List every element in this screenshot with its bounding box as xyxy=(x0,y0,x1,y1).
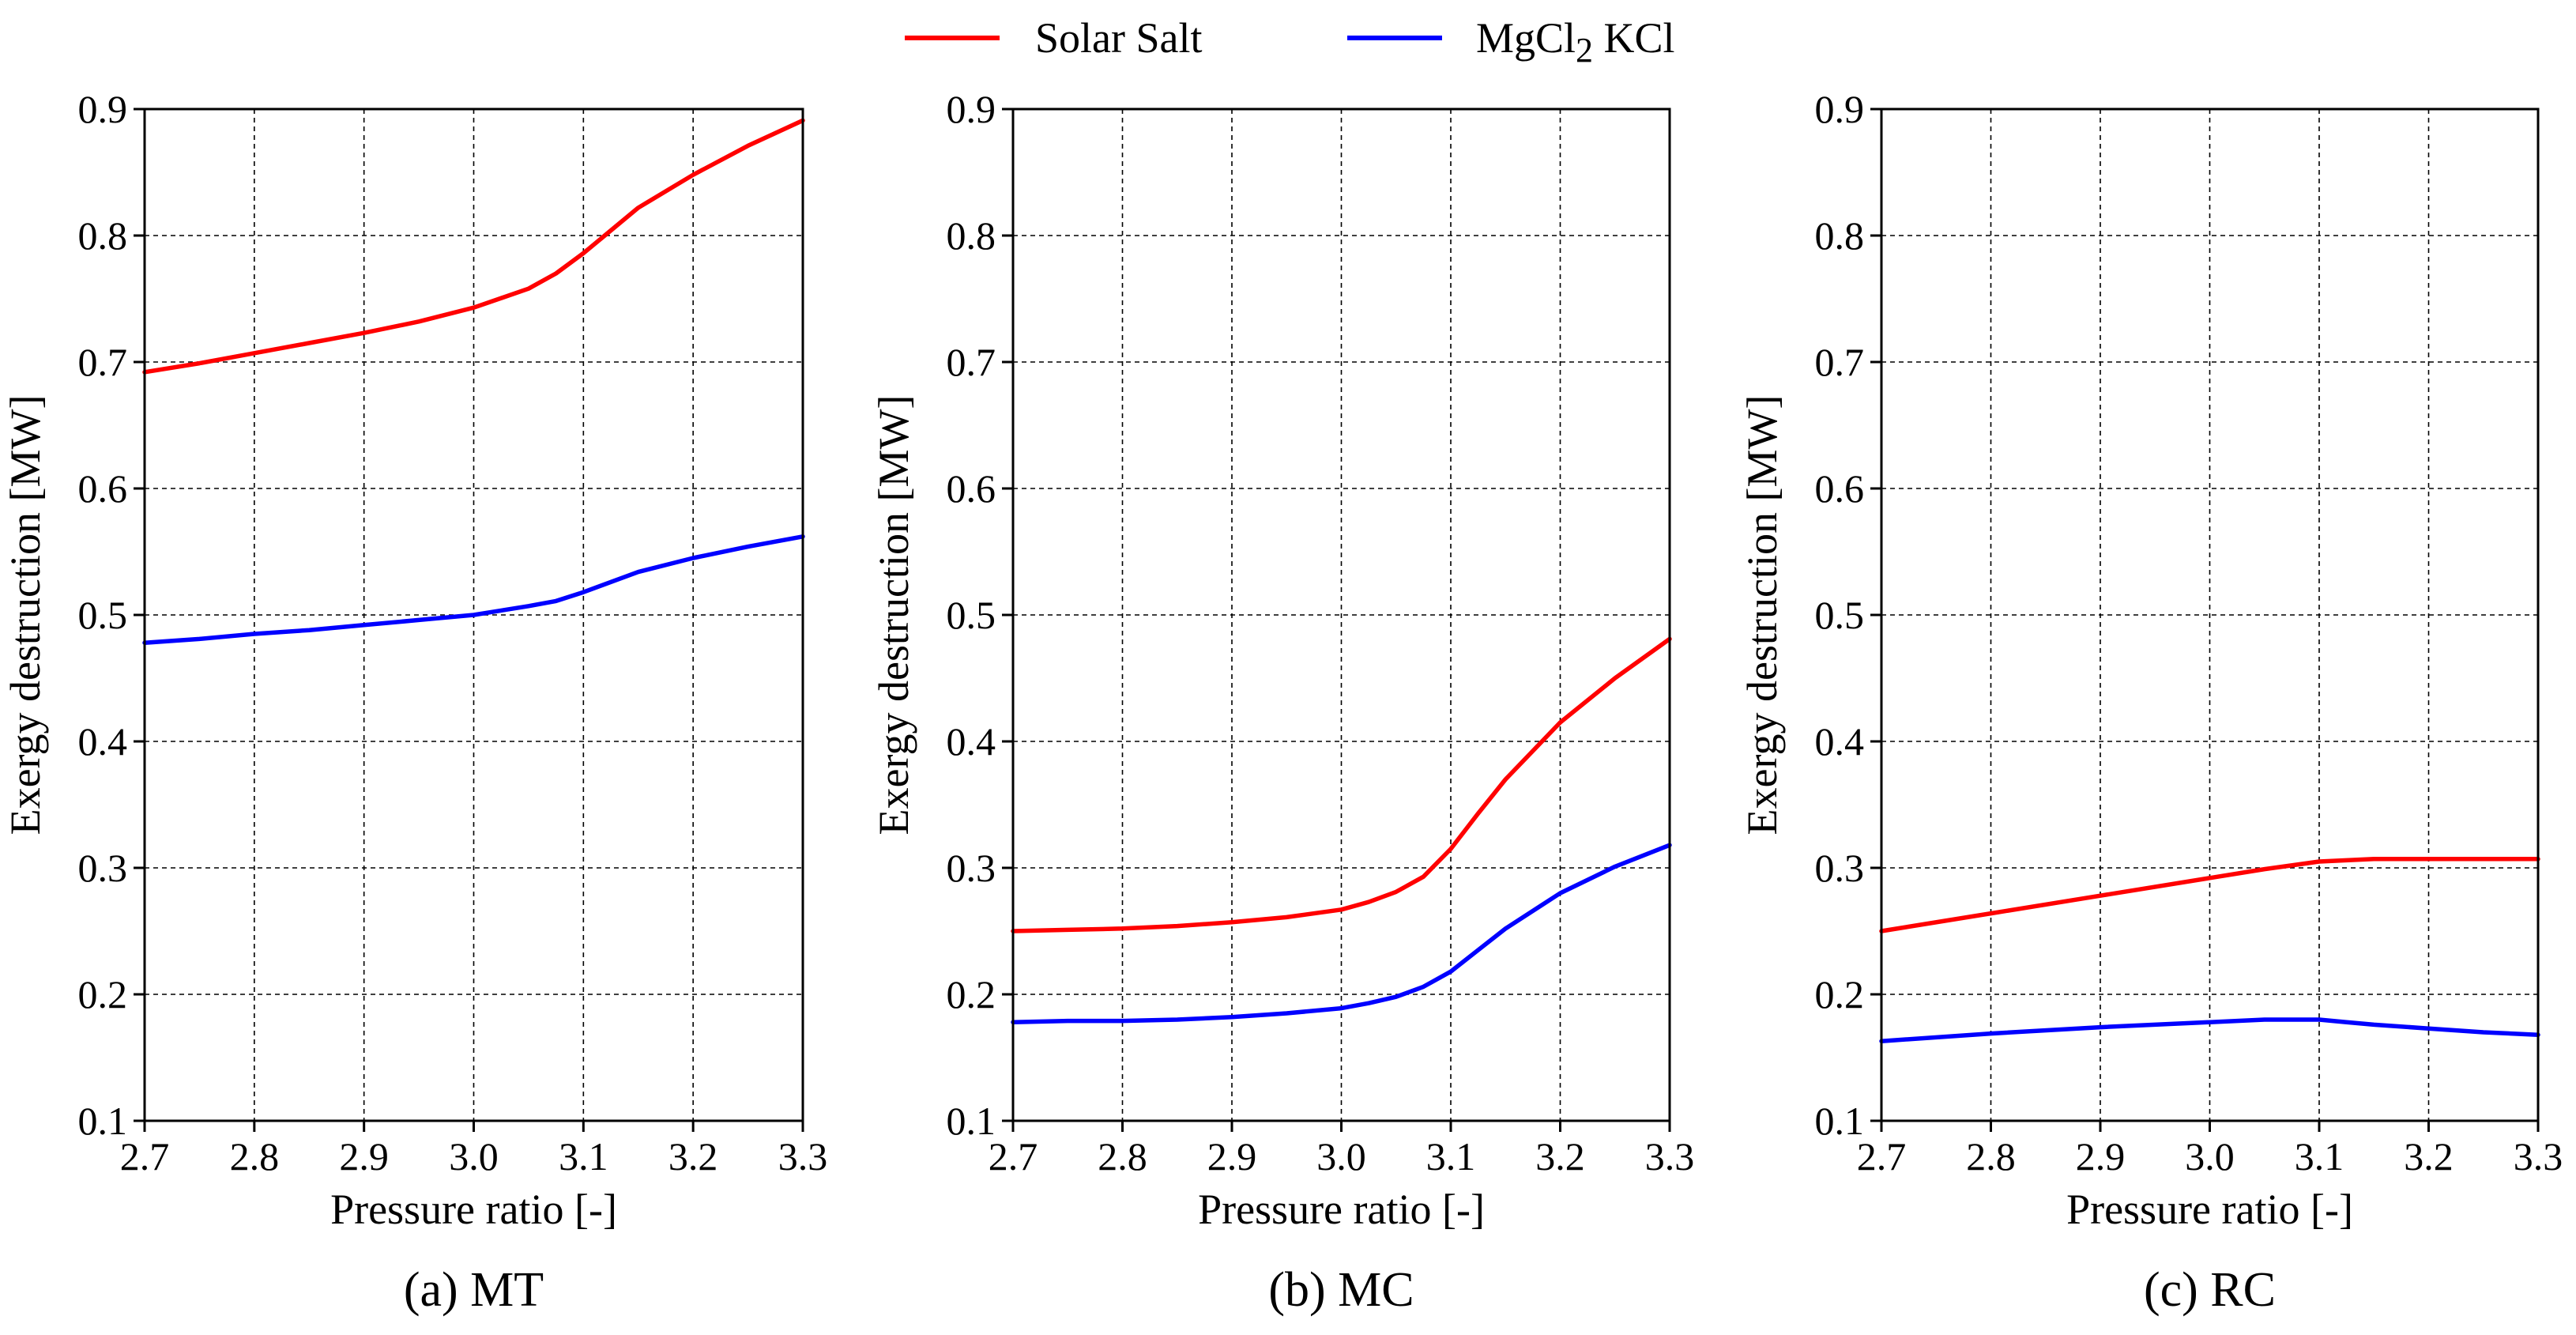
x-tick-label: 3.3 xyxy=(1645,1134,1695,1178)
y-tick-label: 0.2 xyxy=(947,972,996,1016)
y-tick-label: 0.9 xyxy=(78,87,128,131)
x-tick-label: 3.1 xyxy=(1426,1134,1476,1178)
legend-label-solar-salt: Solar Salt xyxy=(1035,14,1203,62)
panel-caption-mc: (b) MC xyxy=(1268,1263,1414,1317)
y-axis-label: Exergy destruction [MW] xyxy=(870,395,917,835)
x-tick-label: 2.7 xyxy=(1857,1134,1907,1178)
x-tick-label: 3.2 xyxy=(1535,1134,1585,1178)
y-tick-label: 0.9 xyxy=(947,87,996,131)
y-tick-label: 0.4 xyxy=(1815,719,1865,764)
y-tick-label: 0.7 xyxy=(1815,340,1865,384)
y-tick-label: 0.6 xyxy=(1815,466,1865,511)
x-tick-label: 3.1 xyxy=(559,1134,608,1178)
y-tick-label: 0.7 xyxy=(78,340,128,384)
x-tick-label: 2.9 xyxy=(1207,1134,1257,1178)
x-tick-label: 2.8 xyxy=(1966,1134,2016,1178)
y-tick-label: 0.8 xyxy=(1815,213,1865,258)
y-tick-label: 0.3 xyxy=(947,846,996,890)
series-line-mgcl2-kcl xyxy=(1011,843,1672,1024)
x-tick-label: 2.7 xyxy=(989,1134,1038,1178)
panel-caption-mt: (a) MT xyxy=(404,1263,544,1317)
y-tick-label: 0.1 xyxy=(78,1099,128,1143)
y-tick-label: 0.8 xyxy=(947,213,996,258)
series-line-mgcl2-kcl xyxy=(1879,1017,2540,1043)
y-tick-label: 0.2 xyxy=(1815,972,1865,1016)
legend-label-mgcl2-kcl: MgCl2 KCl xyxy=(1476,14,1675,70)
x-tick-label: 2.8 xyxy=(230,1134,280,1178)
series-line-solar-salt xyxy=(142,118,805,375)
x-tick-label: 2.7 xyxy=(120,1134,170,1178)
x-axis-label: Pressure ratio [-] xyxy=(330,1186,617,1233)
x-tick-label: 3.0 xyxy=(1316,1134,1366,1178)
y-axis-label: Exergy destruction [MW] xyxy=(2,395,49,835)
x-tick-label: 2.9 xyxy=(339,1134,389,1178)
y-tick-label: 0.4 xyxy=(947,719,996,764)
y-tick-label: 0.3 xyxy=(78,846,128,890)
series-line-mgcl2-kcl xyxy=(142,534,805,645)
y-tick-label: 0.9 xyxy=(1815,87,1865,131)
y-tick-label: 0.5 xyxy=(947,593,996,637)
x-tick-label: 3.2 xyxy=(2404,1134,2454,1178)
x-axis-label: Pressure ratio [-] xyxy=(1198,1186,1485,1233)
series-line-solar-salt xyxy=(1879,857,2540,933)
x-tick-label: 2.9 xyxy=(2076,1134,2126,1178)
x-axis-label: Pressure ratio [-] xyxy=(2066,1186,2353,1233)
x-tick-label: 3.1 xyxy=(2295,1134,2344,1178)
y-tick-label: 0.5 xyxy=(78,593,128,637)
y-tick-label: 0.2 xyxy=(78,972,128,1016)
x-tick-label: 3.3 xyxy=(778,1134,828,1178)
y-axis-label: Exergy destruction [MW] xyxy=(1738,395,1786,835)
legend: Solar Salt MgCl2 KCl xyxy=(905,14,1675,70)
x-tick-label: 3.2 xyxy=(668,1134,718,1178)
y-tick-label: 0.3 xyxy=(1815,846,1865,890)
y-tick-label: 0.7 xyxy=(947,340,996,384)
x-tick-label: 2.8 xyxy=(1098,1134,1147,1178)
y-tick-label: 0.6 xyxy=(947,466,996,511)
x-tick-label: 3.3 xyxy=(2514,1134,2563,1178)
panel-rc: 2.7 2.8 2.9 3.0 3.1 3.2 3.3 0.1 0.2 0.3 0.4 0.5 0.6 0… xyxy=(1738,87,2563,1317)
panel-mc: 2.7 2.8 2.9 3.0 3.1 3.2 3.3 0.1 0.2 0.3 0.4 0.5 0.6 0… xyxy=(870,87,1694,1317)
panel-caption-rc: (c) RC xyxy=(2144,1263,2276,1317)
x-tick-label: 3.0 xyxy=(449,1134,499,1178)
y-tick-label: 0.1 xyxy=(947,1099,996,1143)
series-line-solar-salt xyxy=(1011,636,1672,933)
y-tick-label: 0.5 xyxy=(1815,593,1865,637)
y-tick-label: 0.6 xyxy=(78,466,128,511)
y-tick-label: 0.4 xyxy=(78,719,128,764)
y-tick-label: 0.1 xyxy=(1815,1099,1865,1143)
y-tick-label: 0.8 xyxy=(78,213,128,258)
panel-mt: 2.7 2.8 2.9 3.0 3.1 3.2 3.3 0.1 0.2 0.3 0.4 0.5 0.6 0… xyxy=(2,87,827,1317)
x-tick-label: 3.0 xyxy=(2185,1134,2235,1178)
